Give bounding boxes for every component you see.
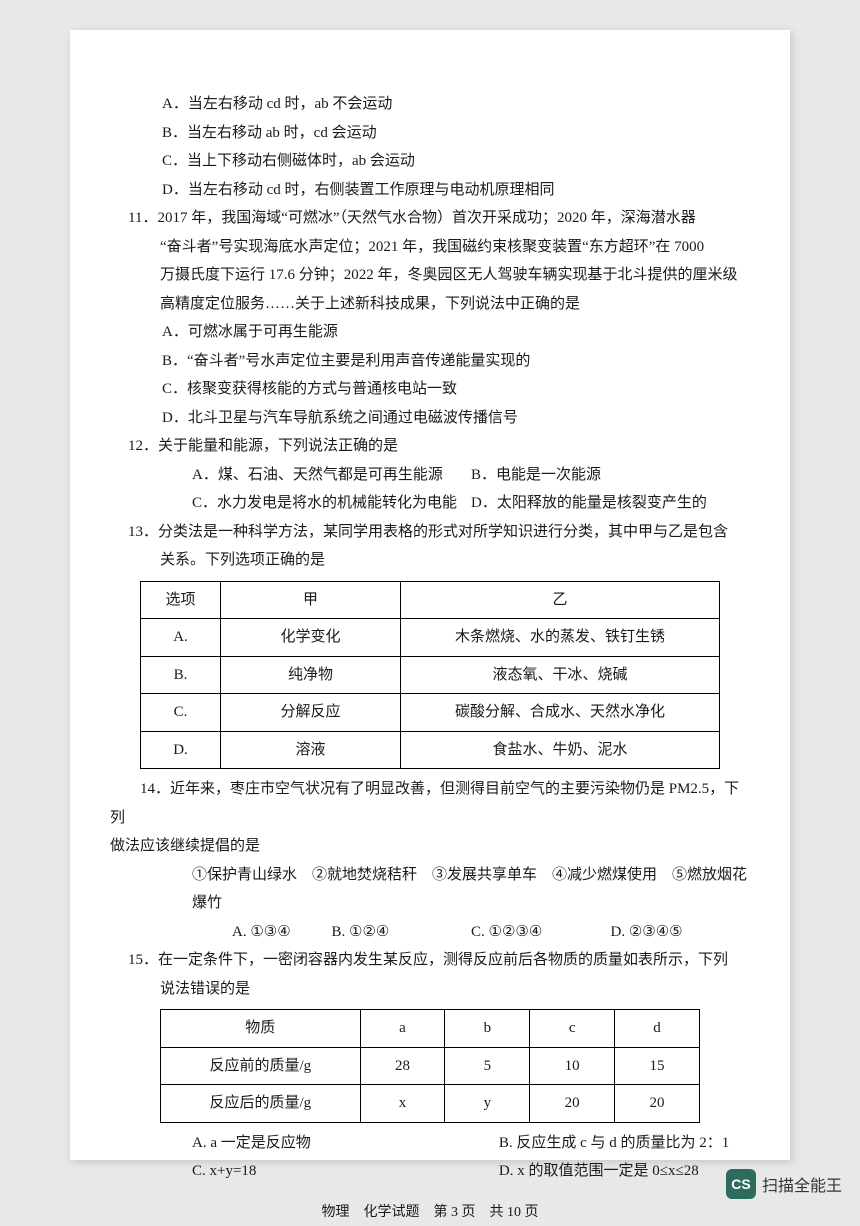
- table-row: 反应后的质量/g x y 20 20: [161, 1085, 700, 1123]
- table-row: B. 纯净物 液态氧、干冰、烧碱: [141, 656, 720, 694]
- q11-option-d: D．北斗卫星与汽车导航系统之间通过电磁波传播信号: [110, 404, 750, 433]
- q10-option-a: A．当左右移动 cd 时，ab 不会运动: [110, 90, 750, 119]
- q15-option-d: D. x 的取值范围一定是 0≤x≤28: [499, 1157, 699, 1186]
- q10-option-d: D．当左右移动 cd 时，右侧装置工作原理与电动机原理相同: [110, 176, 750, 205]
- q14-items: ①保护青山绿水 ②就地焚烧秸秆 ③发展共享单车 ④减少燃煤使用 ⑤燃放烟花爆竹: [110, 861, 750, 918]
- q15-table: 物质 a b c d 反应前的质量/g 28 5 10 15 反应后的质量/g …: [160, 1009, 700, 1123]
- q13-stem-line1: 13．分类法是一种科学方法，某同学用表格的形式对所学知识进行分类，其中甲与乙是包…: [110, 518, 750, 547]
- q15-options-row1: A. a 一定是反应物 B. 反应生成 c 与 d 的质量比为 2：1: [110, 1129, 750, 1158]
- q12-option-a: A．煤、石油、天然气都是可再生能源: [192, 461, 471, 490]
- scanner-watermark: CS 扫描全能王: [726, 1169, 842, 1199]
- q12-option-c: C．水力发电是将水的机械能转化为电能: [192, 489, 471, 518]
- q14-option-a: A. ①③④: [192, 918, 332, 947]
- table-row: C. 分解反应 碳酸分解、合成水、天然水净化: [141, 694, 720, 732]
- q11-option-a: A．可燃冰属于可再生能源: [110, 318, 750, 347]
- q10-option-c: C．当上下移动右侧磁体时，ab 会运动: [110, 147, 750, 176]
- q15-options-row2: C. x+y=18 D. x 的取值范围一定是 0≤x≤28: [110, 1157, 750, 1186]
- q13-th-0: 选项: [141, 581, 221, 619]
- q14-option-d: D. ②③④⑤: [611, 918, 751, 947]
- q11-stem-line4: 高精度定位服务……关于上述新科技成果，下列说法中正确的是: [110, 290, 750, 319]
- q15-stem-line1: 15．在一定条件下，一密闭容器内发生某反应，测得反应前后各物质的质量如表所示，下…: [110, 946, 750, 975]
- table-row: A. 化学变化 木条燃烧、水的蒸发、铁钉生锈: [141, 619, 720, 657]
- table-row: 反应前的质量/g 28 5 10 15: [161, 1047, 700, 1085]
- q10-option-b: B．当左右移动 ab 时，cd 会运动: [110, 119, 750, 148]
- q15-option-a: A. a 一定是反应物: [192, 1129, 499, 1158]
- q13-stem-line2: 关系。下列选项正确的是: [110, 546, 750, 575]
- q15-option-c: C. x+y=18: [192, 1157, 499, 1186]
- q13-th-2: 乙: [401, 581, 720, 619]
- q15-option-b: B. 反应生成 c 与 d 的质量比为 2：1: [499, 1129, 729, 1158]
- q14-options-row: A. ①③④ B. ①②④ C. ①②③④ D. ②③④⑤: [110, 918, 750, 947]
- q14-stem-line1: 14．近年来，枣庄市空气状况有了明显改善，但测得目前空气的主要污染物仍是 PM2…: [110, 775, 750, 832]
- cs-badge-icon: CS: [726, 1169, 756, 1199]
- q14-option-c: C. ①②③④: [471, 918, 611, 947]
- q12-option-b: B．电能是一次能源: [471, 461, 750, 490]
- table-row: D. 溶液 食盐水、牛奶、泥水: [141, 731, 720, 769]
- q11-stem-line2: “奋斗者”号实现海底水声定位；2021 年，我国磁约束核聚变装置“东方超环”在 …: [110, 233, 750, 262]
- q12-options-row2: C．水力发电是将水的机械能转化为电能 D．太阳释放的能量是核裂变产生的: [110, 489, 750, 518]
- q12-options-row1: A．煤、石油、天然气都是可再生能源 B．电能是一次能源: [110, 461, 750, 490]
- q12-stem: 12．关于能量和能源，下列说法正确的是: [110, 432, 750, 461]
- q14-stem-line2: 做法应该继续提倡的是: [110, 832, 750, 861]
- q14-option-b: B. ①②④: [332, 918, 472, 947]
- q13-table: 选项 甲 乙 A. 化学变化 木条燃烧、水的蒸发、铁钉生锈 B. 纯净物 液态氧…: [140, 581, 720, 770]
- q11-option-c: C．核聚变获得核能的方式与普通核电站一致: [110, 375, 750, 404]
- q11-stem-line3: 万摄氏度下运行 17.6 分钟；2022 年，冬奥园区无人驾驶车辆实现基于北斗提…: [110, 261, 750, 290]
- table-row: 物质 a b c d: [161, 1010, 700, 1048]
- page-footer: 物理 化学试题 第 3 页 共 10 页: [110, 1200, 750, 1226]
- exam-page: A．当左右移动 cd 时，ab 不会运动 B．当左右移动 ab 时，cd 会运动…: [70, 30, 790, 1160]
- table-row: 选项 甲 乙: [141, 581, 720, 619]
- q11-option-b: B．“奋斗者”号水声定位主要是利用声音传递能量实现的: [110, 347, 750, 376]
- q13-th-1: 甲: [221, 581, 401, 619]
- q15-stem-line2: 说法错误的是: [110, 975, 750, 1004]
- q11-stem-line1: 11．2017 年，我国海域“可燃冰”（天然气水合物）首次开采成功；2020 年…: [110, 204, 750, 233]
- q12-option-d: D．太阳释放的能量是核裂变产生的: [471, 489, 750, 518]
- watermark-text: 扫描全能王: [762, 1172, 842, 1196]
